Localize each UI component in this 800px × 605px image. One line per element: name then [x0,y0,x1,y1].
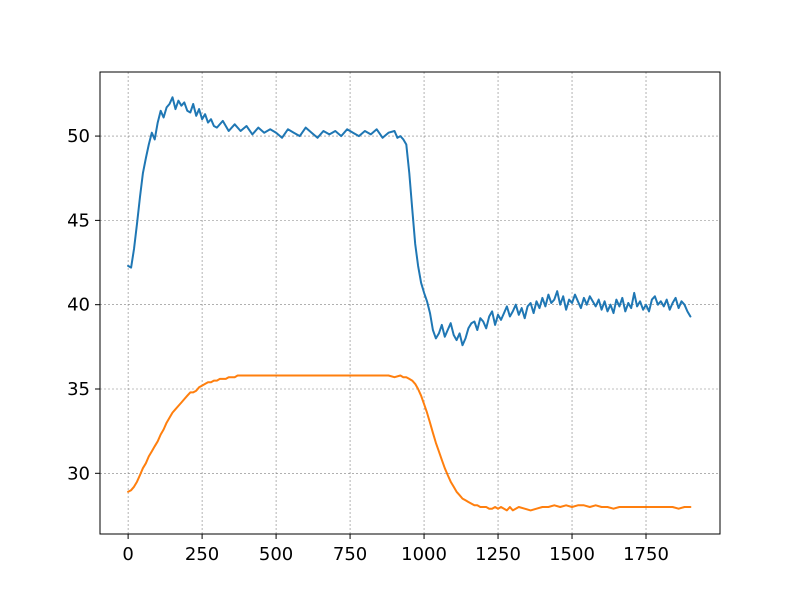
y-tick-label: 35 [67,379,90,400]
x-tick-label: 750 [333,544,367,565]
y-tick-label: 40 [67,295,90,316]
series-line-2 [127,374,692,512]
x-tick-label: 500 [259,544,293,565]
y-axis: 30 35 40 45 50 [67,126,100,484]
series-line-1 [127,96,692,347]
x-tick-label: 0 [122,544,133,565]
x-axis: 0 250 500 750 1000 1250 1500 1750 [122,534,669,565]
x-tick-label: 250 [185,544,219,565]
y-tick-label: 50 [67,126,90,147]
series-lines [127,96,692,512]
y-tick-label: 30 [67,463,90,484]
x-tick-label: 1000 [401,544,447,565]
y-tick-label: 45 [67,210,90,231]
x-tick-label: 1250 [475,544,521,565]
x-tick-label: 1750 [623,544,669,565]
grid-lines [100,72,720,534]
x-tick-label: 1500 [549,544,595,565]
plot-frame [99,71,721,535]
